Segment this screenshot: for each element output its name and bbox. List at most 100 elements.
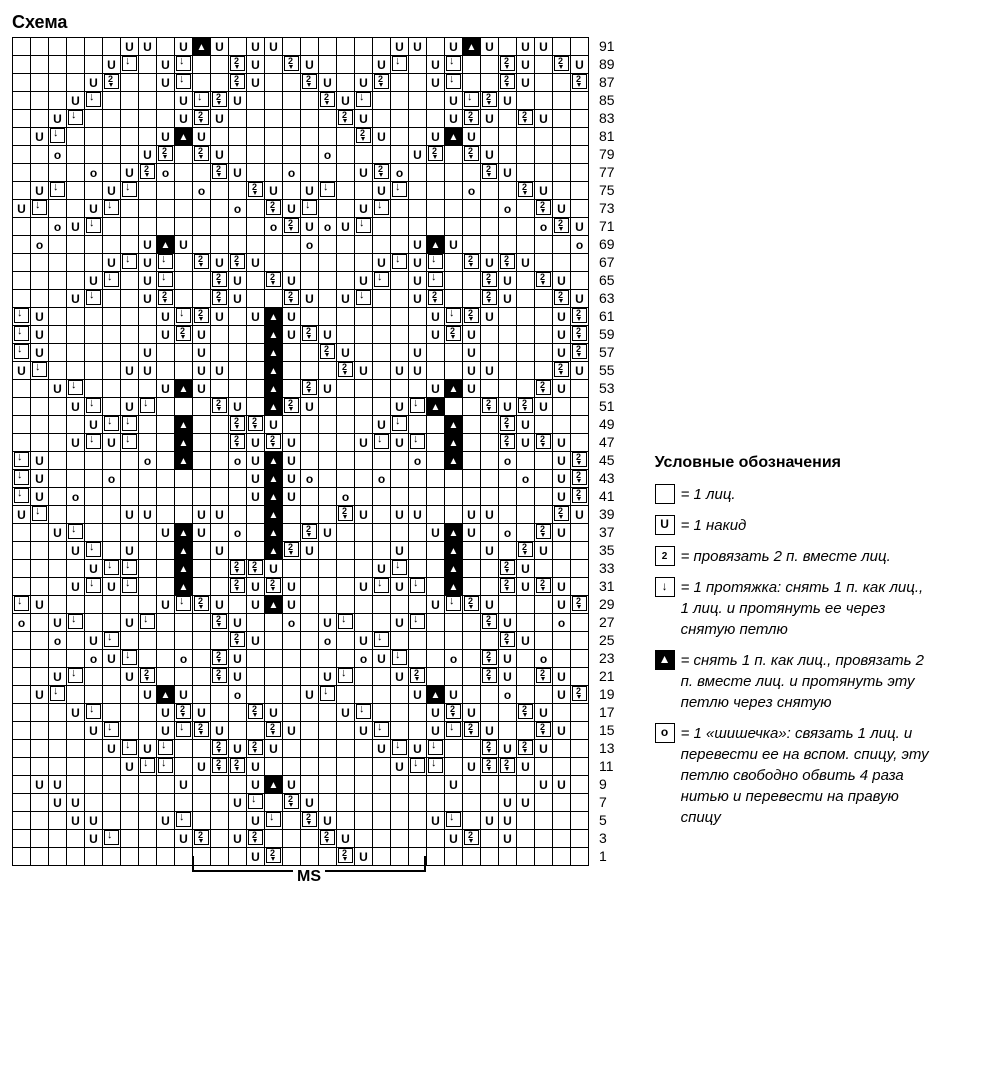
chart-cell	[535, 830, 553, 848]
row-number: 15	[595, 721, 615, 739]
chart-cell	[139, 182, 157, 200]
chart-cell	[85, 182, 103, 200]
chart-cell	[211, 128, 229, 146]
chart-cell	[445, 38, 463, 56]
chart-cell	[535, 434, 553, 452]
chart-cell	[157, 434, 175, 452]
chart-cell	[409, 74, 427, 92]
chart-cell	[373, 776, 391, 794]
chart-cell	[463, 308, 481, 326]
chart-cell	[247, 218, 265, 236]
chart-cell	[247, 578, 265, 596]
chart-cell	[355, 38, 373, 56]
chart-cell	[265, 830, 283, 848]
chart-cell	[355, 182, 373, 200]
chart-cell	[391, 128, 409, 146]
chart-cell	[445, 452, 463, 470]
chart-cell	[535, 758, 553, 776]
chart-cell	[373, 236, 391, 254]
chart-cell	[499, 632, 517, 650]
chart-cell	[103, 686, 121, 704]
chart-cell	[571, 398, 589, 416]
chart-cell	[463, 740, 481, 758]
chart-cell	[247, 776, 265, 794]
chart-cell	[445, 614, 463, 632]
chart-cell	[553, 740, 571, 758]
chart-cell	[463, 290, 481, 308]
chart-cell	[391, 758, 409, 776]
chart-cell	[391, 794, 409, 812]
chart-cell	[175, 398, 193, 416]
chart-cell	[553, 650, 571, 668]
chart-cell	[247, 812, 265, 830]
chart-cell	[139, 488, 157, 506]
chart-cell	[319, 668, 337, 686]
chart-cell	[283, 182, 301, 200]
chart-cell	[481, 506, 499, 524]
chart-cell	[85, 614, 103, 632]
row-number: 59	[595, 325, 615, 343]
chart-cell	[301, 380, 319, 398]
chart-cell	[373, 128, 391, 146]
chart-cell	[355, 740, 373, 758]
chart-cell	[463, 470, 481, 488]
chart-cell	[247, 380, 265, 398]
chart-cell	[49, 92, 67, 110]
chart-cell	[193, 830, 211, 848]
chart-cell	[553, 614, 571, 632]
chart-cell	[355, 812, 373, 830]
chart-cell	[319, 344, 337, 362]
chart-cell	[175, 686, 193, 704]
chart-cell	[13, 506, 31, 524]
chart-cell	[535, 326, 553, 344]
chart-cell	[283, 308, 301, 326]
row-number: 45	[595, 451, 615, 469]
chart-cell	[229, 686, 247, 704]
chart-cell	[283, 596, 301, 614]
chart-cell	[229, 164, 247, 182]
chart-cell	[67, 740, 85, 758]
chart-cell	[337, 434, 355, 452]
chart-cell	[481, 128, 499, 146]
chart-cell	[265, 722, 283, 740]
chart-cell	[157, 452, 175, 470]
chart-cell	[49, 56, 67, 74]
chart-cell	[13, 56, 31, 74]
chart-cell	[121, 686, 139, 704]
chart-cell	[373, 200, 391, 218]
chart-cell	[265, 218, 283, 236]
chart-cell	[373, 254, 391, 272]
chart-cell	[517, 686, 535, 704]
chart-cell	[409, 578, 427, 596]
chart-cell	[535, 110, 553, 128]
chart-cell	[373, 686, 391, 704]
chart-cell	[121, 308, 139, 326]
chart-cell	[499, 794, 517, 812]
chart-cell	[481, 74, 499, 92]
chart-cell	[211, 344, 229, 362]
chart-cell	[481, 326, 499, 344]
chart-cell	[139, 722, 157, 740]
chart-cell	[157, 254, 175, 272]
chart-cell	[553, 92, 571, 110]
chart-cell	[121, 344, 139, 362]
chart-cell	[445, 326, 463, 344]
chart-cell	[373, 722, 391, 740]
chart-cell	[337, 56, 355, 74]
chart-cell	[319, 524, 337, 542]
chart-cell	[31, 632, 49, 650]
chart-cell	[571, 218, 589, 236]
chart-cell	[409, 398, 427, 416]
chart-cell	[571, 776, 589, 794]
chart-cell	[283, 200, 301, 218]
chart-cell	[463, 362, 481, 380]
chart-cell	[535, 578, 553, 596]
chart-cell	[283, 488, 301, 506]
chart-cell	[265, 812, 283, 830]
chart-cell	[409, 254, 427, 272]
chart-cell	[337, 740, 355, 758]
chart-cell	[373, 542, 391, 560]
chart-cell	[175, 380, 193, 398]
chart-cell	[427, 272, 445, 290]
chart-cell	[31, 542, 49, 560]
